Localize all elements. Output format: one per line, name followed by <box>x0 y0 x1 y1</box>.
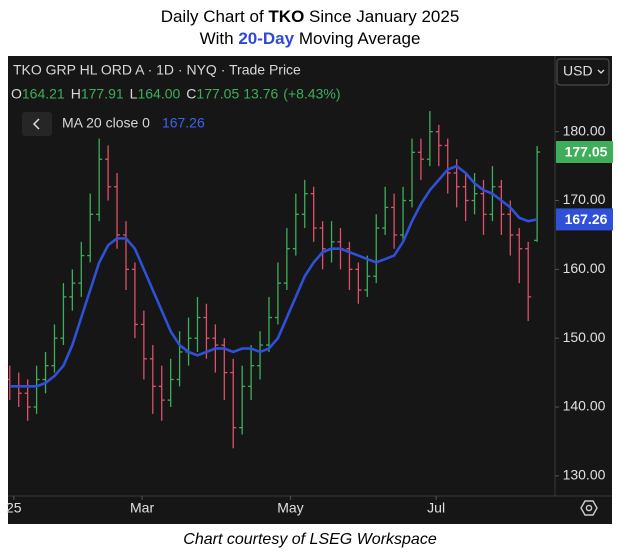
title: Daily Chart of <box>160 7 264 26</box>
x-tick-label: Jul <box>427 500 445 516</box>
chart-bg <box>8 56 612 524</box>
ohlc-value: 164.00 <box>137 86 180 102</box>
hex-dot <box>585 504 593 512</box>
ohlc-key: O <box>11 86 22 102</box>
currency: USD <box>563 63 593 79</box>
close-tag <box>556 141 613 164</box>
symbol-label: TKO GRP HL ORD A · 1D · NYQ · Trade Pric… <box>13 62 301 78</box>
ma-tag-label: 167.26 <box>565 211 608 227</box>
y-tick-label: 150.00 <box>563 329 606 345</box>
y-tick-label: 130.00 <box>563 467 606 483</box>
subtitle-highlight: 20-Day <box>238 29 295 48</box>
close-tag-label: 177.05 <box>565 144 608 160</box>
settings-button[interactable] <box>580 500 598 516</box>
ohlc-key: L <box>130 86 138 102</box>
y-tick-label: 180.00 <box>563 122 606 138</box>
plot <box>8 111 541 449</box>
ohlc-key: C <box>186 86 196 102</box>
indicator-value: 167.26 <box>162 115 205 131</box>
ma-tag <box>556 208 613 231</box>
y-tick-label: 160.00 <box>563 260 606 276</box>
change: 13.76 <box>243 86 278 102</box>
ma-line <box>9 164 538 388</box>
currency-button[interactable] <box>556 58 610 86</box>
collapse-button[interactable] <box>22 112 52 136</box>
y-tick-label: 140.00 <box>563 398 606 414</box>
ohlc-value: 164.21 <box>22 86 65 102</box>
x-tick-label: Mar <box>130 500 154 516</box>
title-block: Daily Chart of TKO Since January 2025 Wi… <box>0 6 620 50</box>
title: Since January 2025 <box>309 7 460 26</box>
ohlc-value: 177.05 <box>196 86 239 102</box>
dropdown-icon <box>597 69 605 74</box>
x-tick-label: May <box>277 500 303 516</box>
subtitle: Moving Average <box>298 29 421 48</box>
title-ticker: TKO <box>268 7 305 26</box>
chevron-icon <box>32 118 40 130</box>
subtitle: With <box>199 29 234 48</box>
indicator-label: MA 20 close 0 <box>62 115 150 131</box>
footer: Chart courtesy of LSEG Workspace <box>183 531 437 548</box>
change-pct: (+8.43%) <box>283 86 340 102</box>
x-tick-label: 25 <box>6 500 22 516</box>
ohlc-key: H <box>71 86 81 102</box>
y-tick-label: 170.00 <box>563 191 606 207</box>
hex-icon <box>580 500 598 516</box>
ohlc-value: 177.91 <box>81 86 124 102</box>
